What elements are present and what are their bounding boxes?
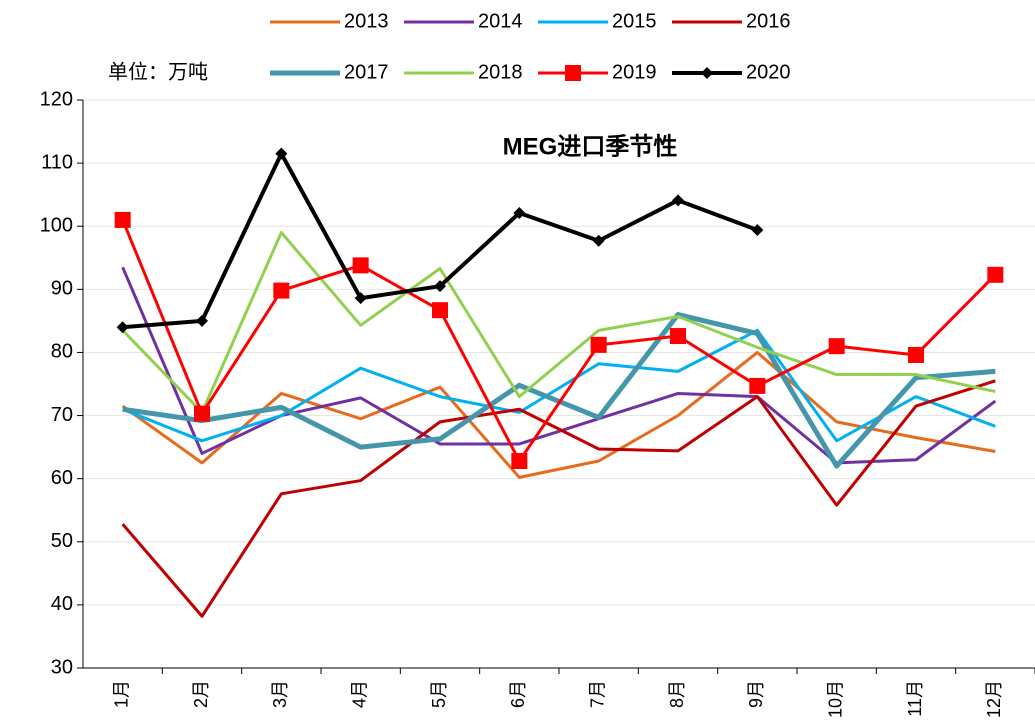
- marker: [513, 206, 526, 219]
- series-line: [122, 328, 996, 443]
- x-tick-label: 8月: [667, 680, 687, 708]
- legend-marker: [565, 65, 581, 81]
- x-tick-label: 3月: [270, 680, 290, 708]
- marker: [987, 266, 1004, 283]
- series-line: [122, 151, 759, 330]
- x-tick-label: 1月: [111, 680, 131, 708]
- marker: [828, 338, 845, 355]
- legend-marker: [701, 67, 713, 79]
- series-line: [121, 231, 996, 414]
- series-line: [121, 266, 997, 465]
- y-tick-label: 90: [51, 278, 73, 300]
- series-line: [121, 219, 997, 463]
- marker: [670, 328, 686, 345]
- x-tick-label: 2月: [191, 680, 211, 708]
- y-tick-label: 60: [51, 467, 73, 489]
- x-tick-label: 4月: [349, 680, 369, 708]
- y-tick-label: 100: [40, 215, 73, 237]
- y-tick-label: 70: [51, 404, 73, 426]
- marker: [354, 292, 367, 305]
- marker: [194, 405, 210, 422]
- y-tick-label: 50: [51, 530, 73, 552]
- marker: [434, 280, 446, 293]
- marker: [672, 194, 684, 207]
- marker: [273, 282, 290, 299]
- x-tick-label: 6月: [508, 680, 528, 708]
- x-tick-label: 10月: [825, 680, 845, 718]
- chart-title: MEG进口季节性: [503, 133, 678, 160]
- marker: [352, 257, 369, 274]
- marker: [432, 302, 448, 319]
- y-tick-label: 40: [51, 593, 73, 615]
- series-line: [122, 312, 996, 469]
- legend-label: 2014: [478, 10, 523, 32]
- marker: [590, 336, 607, 353]
- y-tick-label: 110: [41, 151, 73, 173]
- series-line: [121, 379, 996, 618]
- legend-label: 2013: [344, 10, 389, 32]
- marker: [116, 321, 129, 334]
- unit-label: 单位：万吨: [108, 60, 208, 83]
- legend-label: 2016: [746, 10, 791, 32]
- legend-label: 2020: [746, 61, 791, 83]
- series-line: [121, 350, 996, 479]
- marker: [749, 377, 766, 394]
- marker: [751, 224, 764, 237]
- marker: [511, 452, 528, 469]
- marker: [275, 147, 288, 160]
- y-tick-label: 30: [51, 656, 73, 678]
- x-tick-label: 12月: [984, 680, 1004, 718]
- x-tick-label: 9月: [746, 680, 766, 708]
- legend-label: 2018: [478, 61, 523, 83]
- marker: [114, 211, 131, 228]
- x-tick-label: 5月: [429, 680, 449, 708]
- y-tick-label: 120: [40, 88, 73, 110]
- legend-label: 2017: [344, 61, 389, 83]
- marker: [592, 234, 605, 247]
- legend-label: 2015: [612, 10, 657, 32]
- y-tick-label: 80: [51, 341, 73, 363]
- x-tick-label: 11月: [905, 680, 925, 717]
- x-tick-label: 7月: [587, 680, 607, 708]
- marker: [908, 346, 924, 363]
- legend-label: 2019: [612, 61, 657, 83]
- marker: [196, 314, 208, 327]
